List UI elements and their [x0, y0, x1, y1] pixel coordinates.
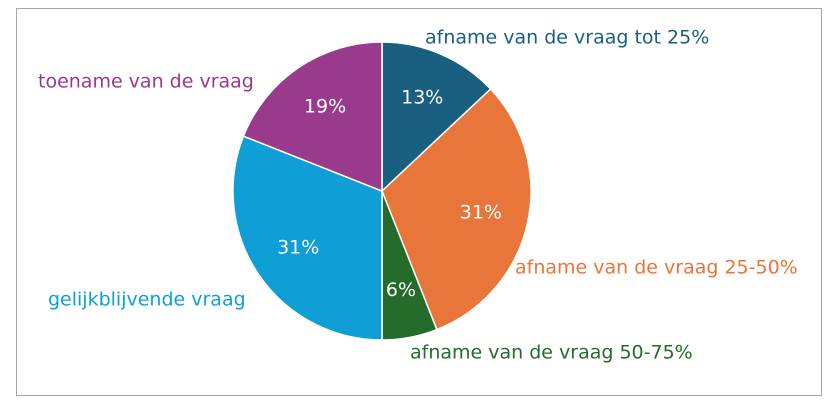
value-label: 31% [460, 202, 502, 224]
category-label: toename van de vraag [38, 71, 254, 93]
pie-slice [381, 41, 492, 193]
category-label: afname van de vraag 50-75% [410, 342, 693, 364]
value-label: 13% [401, 87, 443, 109]
pie-slice [242, 41, 383, 193]
value-label: 31% [277, 236, 319, 258]
category-label: gelijkblijvende vraag [48, 289, 246, 311]
value-label: 19% [304, 96, 346, 118]
category-label: afname van de vraag 25-50% [515, 257, 798, 279]
category-label: afname van de vraag tot 25% [425, 27, 709, 49]
pie-slice [232, 135, 383, 341]
value-label: 6% [386, 279, 416, 301]
pie-slice [381, 87, 532, 331]
